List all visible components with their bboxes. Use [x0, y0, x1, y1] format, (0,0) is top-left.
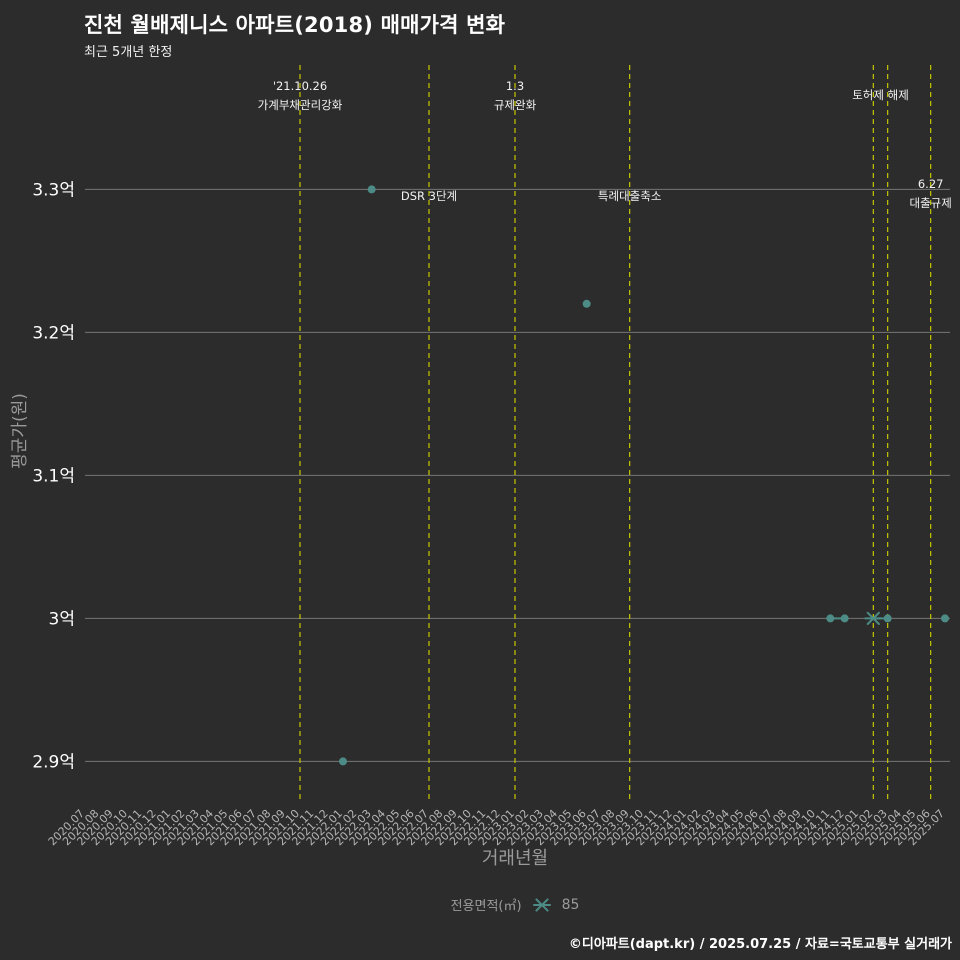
y-tick-label: 3.3억 — [32, 180, 75, 200]
data-point — [883, 614, 892, 623]
event-annotation: 가계부채관리강화 — [258, 98, 343, 112]
data-point — [367, 185, 376, 194]
y-tick-label: 3.1억 — [32, 466, 75, 486]
y-tick-label: 2.9억 — [32, 752, 75, 772]
data-point — [582, 299, 591, 308]
data-point — [840, 614, 849, 623]
chart-title: 진천 월배제니스 아파트(2018) 매매가격 변화 — [84, 13, 506, 37]
event-annotation: 토허제 해제 — [852, 88, 909, 102]
legend: 전용면적(㎡) 85 — [85, 895, 945, 915]
data-point — [826, 614, 835, 623]
event-annotation: DSR 3단계 — [401, 189, 457, 203]
data-point — [339, 757, 347, 766]
event-annotation: 6.27 — [918, 177, 944, 191]
y-tick-label: 3.2억 — [32, 323, 75, 343]
legend-label: 전용면적(㎡) — [450, 899, 522, 914]
event-annotation: 대출규제 — [910, 196, 952, 210]
chart-subtitle: 최근 5개년 한정 — [84, 45, 173, 60]
x-axis-title: 거래년월 — [481, 848, 549, 869]
data-point — [941, 614, 949, 623]
asterisk-marker — [532, 897, 551, 912]
asterisk-marker-icon — [532, 897, 551, 912]
legend-series-name: 85 — [561, 896, 580, 913]
event-annotation: 규제완화 — [494, 98, 537, 112]
event-annotation: 특례대출축소 — [598, 189, 661, 203]
asterisk-data-marker — [864, 611, 883, 625]
footer-credit: ©디아파트(dapt.kr) / 2025.07.25 / 자료=국토교통부 실… — [568, 937, 952, 952]
y-tick-label: 3억 — [49, 609, 75, 629]
event-annotation: 1.3 — [506, 79, 524, 93]
event-annotation: '21.10.26 — [273, 79, 327, 93]
y-axis-title: 평균가(원) — [10, 393, 30, 469]
